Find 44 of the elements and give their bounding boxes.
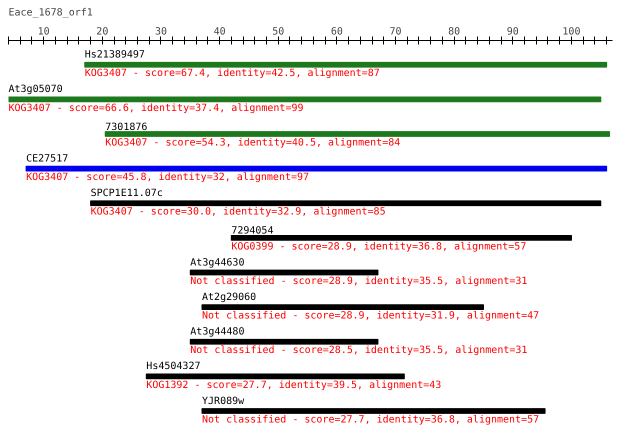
bar <box>146 373 405 380</box>
x-tick-label: 40 <box>214 26 226 38</box>
annotation: Not classified - score=28.5, identity=35.5, alignment=31 <box>190 345 528 356</box>
bar <box>190 338 378 345</box>
annotation: Not classified - score=28.9, identity=31.9, alignment=47 <box>202 310 540 322</box>
x-tick-label: 30 <box>154 26 167 38</box>
x-tick-label: 70 <box>390 26 402 38</box>
bar <box>202 304 484 310</box>
x-tick-label: 60 <box>330 26 343 38</box>
annotation: KOG0399 - score=28.9, identity=36.8, alignment=57 <box>231 241 526 252</box>
x-tick-label: 90 <box>506 26 519 38</box>
annotation: Not classified - score=27.7, identity=36.8, alignment=57 <box>202 414 540 426</box>
annotation: KOG3407 - score=66.6, identity=37.4, alignment=99 <box>8 102 304 114</box>
bar <box>8 96 602 102</box>
x-tick-label: 50 <box>272 26 284 38</box>
y-tick-label: At3g05070 <box>8 84 63 96</box>
annotation: Not classified - score=28.9, identity=35.5, alignment=31 <box>190 276 528 287</box>
y-tick-label: CE27517 <box>26 153 68 164</box>
annotation: KOG3407 - score=30.0, identity=32.9, alignment=85 <box>90 206 386 218</box>
bar <box>26 166 608 172</box>
bar <box>190 270 378 276</box>
y-tick-label: YJR089w <box>202 396 246 407</box>
annotation: KOG3407 - score=67.4, identity=42.5, alignment=87 <box>84 68 380 80</box>
x-tick-label: 10 <box>38 26 50 38</box>
annotation: KOG3407 - score=45.8, identity=32, alignment=97 <box>26 172 310 184</box>
y-tick-label: Hs21389497 <box>84 50 145 61</box>
bar <box>90 200 602 206</box>
bar <box>84 62 608 68</box>
x-tick-label: 80 <box>448 26 460 38</box>
y-tick-label: SPCP1E11.07c <box>90 188 163 200</box>
x-tick-label: 100 <box>562 26 580 38</box>
bar <box>230 234 572 241</box>
y-tick-label: At3g44480 <box>190 326 244 338</box>
x-tick-label: 20 <box>96 26 108 38</box>
y-tick-label: At3g44630 <box>190 257 244 268</box>
y-tick-label: Hs4504327 <box>146 361 200 372</box>
y-tick-label: 7301876 <box>105 122 148 133</box>
bar <box>202 408 546 414</box>
annotation: KOG1392 - score=27.7, identity=39.5, alignment=43 <box>146 380 442 391</box>
y-tick-label: At2g29060 <box>202 292 256 303</box>
annotation: KOG3407 - score=54.3, identity=40.5, alignment=84 <box>105 137 400 148</box>
y-tick-label: 7294054 <box>231 226 274 237</box>
chart-title: Eace_1678_orf1 <box>8 8 93 18</box>
bar <box>104 131 610 137</box>
